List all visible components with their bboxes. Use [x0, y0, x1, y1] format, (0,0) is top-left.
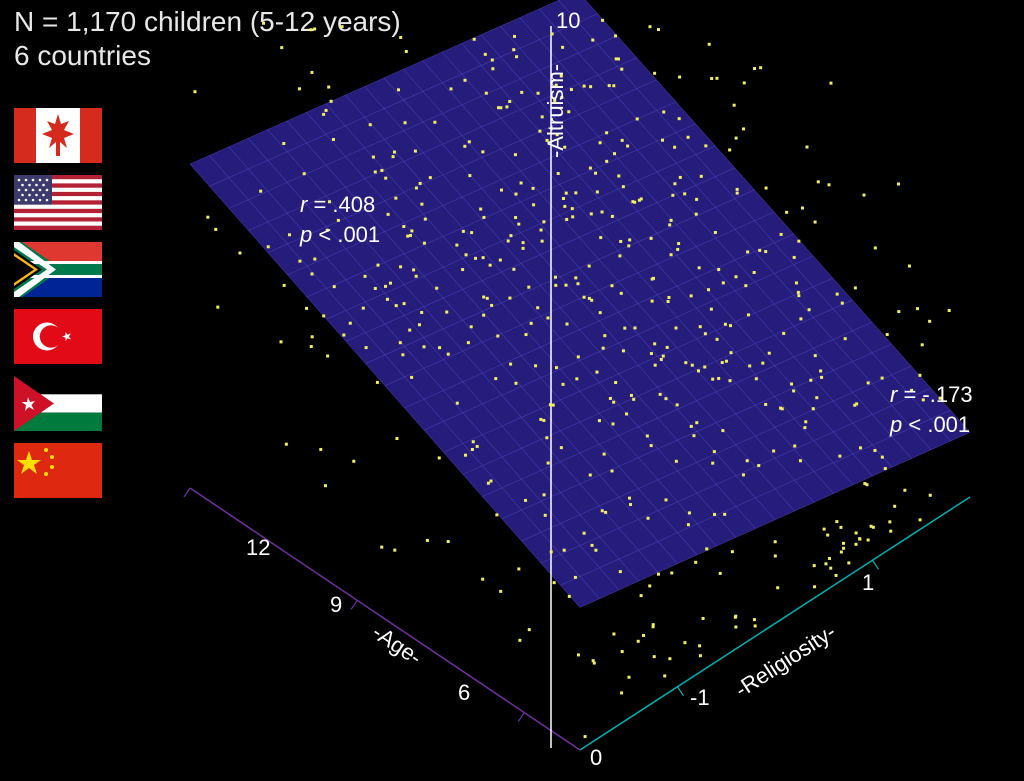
scatter-3d-chart	[0, 0, 1024, 781]
z-axis-tick-max: 10	[556, 8, 580, 34]
stat-age-p: < .001	[318, 222, 380, 247]
x-axis-tick-9: 9	[330, 592, 342, 618]
y-axis-tick-0: 0	[590, 745, 602, 771]
stat-relig-p: < .001	[908, 412, 970, 437]
x-axis-tick-6: 6	[458, 680, 470, 706]
stat-age-correlation: r = .408 p < .001	[300, 190, 380, 249]
stat-age-r: = .408	[313, 192, 375, 217]
x-axis-tick-12: 12	[246, 535, 270, 561]
z-axis-label: -Altruism-	[543, 64, 569, 158]
stat-relig-correlation: r = -.173 p < .001	[890, 380, 973, 439]
stat-relig-r: = -.173	[903, 382, 972, 407]
y-axis-tick-neg1: -1	[690, 685, 710, 711]
y-axis-tick-1: 1	[862, 570, 874, 596]
